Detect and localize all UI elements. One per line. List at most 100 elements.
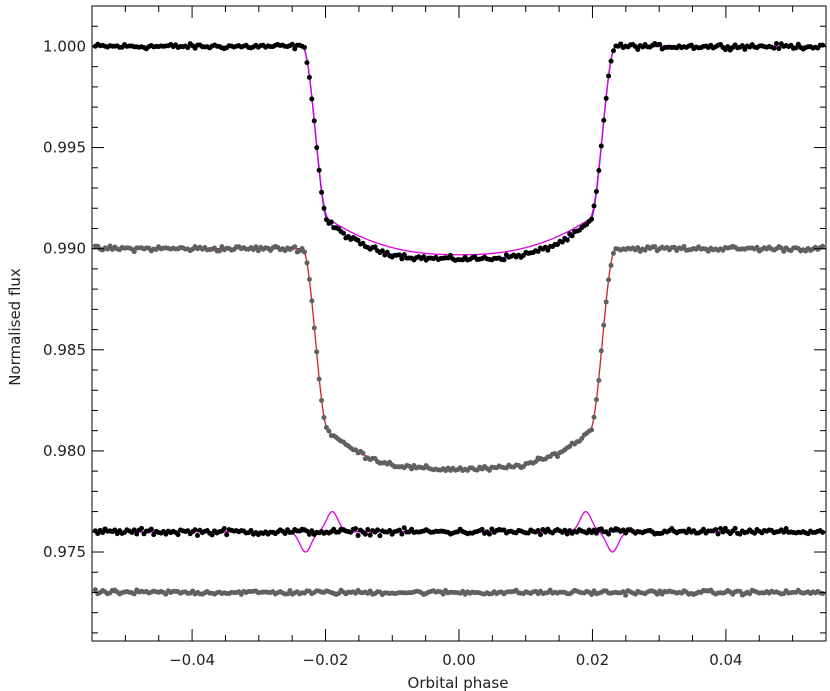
data-point-2-48 [209,532,215,538]
data-point-0-38 [185,45,191,51]
data-point-1-96 [326,428,332,434]
data-point-0-97 [328,219,334,225]
data-point-0-102 [340,230,346,236]
data-point-0-213 [610,48,616,54]
data-point-0-186 [545,247,551,253]
data-point-2-34 [175,532,181,538]
data-point-2-255 [713,527,719,533]
data-point-2-283 [781,529,787,535]
data-point-1-90 [311,325,317,331]
data-point-0-82 [292,46,298,52]
data-point-2-3 [100,530,106,536]
data-point-0-212 [608,58,614,64]
data-point-2-107 [353,526,359,532]
data-point-0-211 [606,73,612,79]
data-point-1-204 [589,427,595,433]
x-tick-label: 0.02 [576,651,609,669]
data-point-1-208 [598,348,604,354]
data-point-2-299 [820,529,826,535]
data-point-0-207 [596,167,602,173]
data-point-2-125 [396,527,402,533]
data-point-0-245 [688,42,694,48]
data-point-2-206 [593,530,599,536]
data-point-2-250 [700,526,706,532]
data-point-3-299 [820,590,826,596]
data-point-2-16 [131,527,137,533]
data-point-1-190 [555,454,561,460]
data-point-0-209 [601,117,607,123]
data-point-0-126 [399,256,405,262]
data-point-3-0 [92,587,98,593]
data-point-1-299 [820,243,826,249]
data-point-0-120 [384,249,390,255]
x-tick-label: 0.04 [709,651,742,669]
data-point-0-125 [396,252,402,258]
y-tick-label: 1.000 [43,37,86,55]
data-point-2-183 [537,532,543,538]
data-point-3-16 [131,591,137,597]
data-point-2-126 [399,531,405,537]
data-point-1-230 [652,244,658,250]
data-point-1-93 [319,397,325,403]
data-point-1-110 [360,450,366,456]
data-point-3-265 [737,588,743,594]
data-point-2-257 [718,525,723,531]
data-point-1-86 [302,249,308,255]
data-point-0-87 [304,60,310,66]
plot-frame [91,5,827,642]
data-point-3-80 [287,588,293,594]
data-point-1-6 [107,243,113,249]
data-point-1-205 [591,414,597,420]
data-point-2-263 [732,525,738,531]
data-point-2-19 [139,525,145,531]
data-point-0-90 [311,118,317,124]
data-point-2-117 [377,533,383,539]
data-point-1-213 [610,250,616,256]
x-tick-label: −0.02 [303,651,349,669]
data-point-0-108 [355,237,361,243]
data-point-3-143 [440,591,446,597]
data-point-1-89 [309,298,315,304]
data-point-1-92 [316,376,322,382]
data-point-2-284 [783,526,789,531]
data-point-0-146 [447,252,453,258]
model-line-0 [92,45,826,260]
data-point-1-66 [253,244,259,250]
data-point-0-192 [559,239,565,245]
data-point-2-116 [375,527,381,533]
data-point-1-181 [533,459,539,465]
data-point-0-95 [323,217,329,223]
data-point-2-89 [309,528,315,534]
data-point-0-266 [739,43,745,49]
axes: −0.04 −0.02 0.00 0.02 0.04 0.975 0.980 0.985 0.9… [43,5,827,669]
data-point-1-206 [593,397,599,403]
data-point-0-81 [289,41,295,47]
data-point-1-211 [606,277,612,283]
data-point-0-210 [603,95,609,101]
model-line-2 [92,248,826,470]
y-axis-title: Normalised flux [6,268,24,386]
data-point-0-288 [793,45,799,51]
data-point-1-283 [781,248,787,254]
data-point-2-8 [112,527,118,533]
data-point-0-94 [321,205,327,211]
data-point-0-92 [316,167,322,173]
data-point-3-217 [620,589,626,595]
data-point-0-194 [564,237,570,243]
data-point-0-168 [501,257,507,263]
data-point-3-269 [747,591,753,597]
data-point-1-88 [306,276,312,282]
data-point-2-23 [148,526,154,532]
data-point-1-223 [635,245,641,251]
data-point-2-113 [367,532,373,538]
data-point-2-78 [282,531,288,537]
data-point-0-205 [591,203,597,209]
data-point-2-258 [720,529,726,535]
data-point-0-216 [618,41,624,47]
data-point-2-162 [486,531,492,537]
data-point-2-271 [752,530,758,536]
data-point-2-42 [195,533,200,539]
data-point-0-196 [569,233,575,239]
data-point-0-115 [372,244,378,250]
